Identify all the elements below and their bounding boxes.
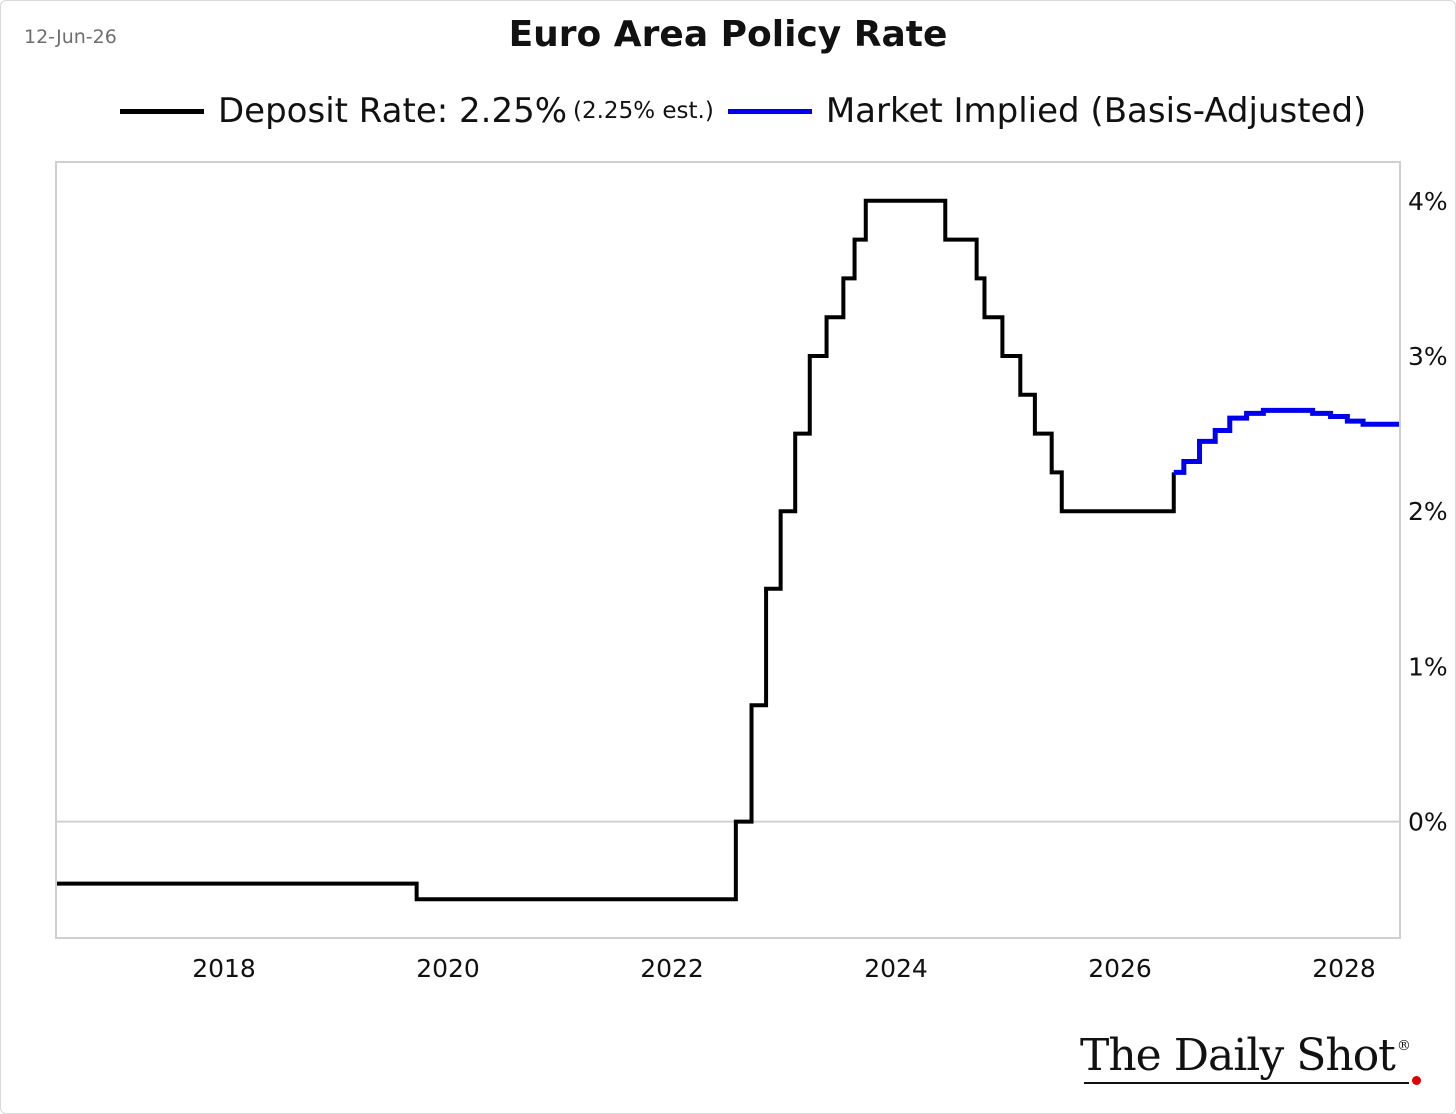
chart-title: Euro Area Policy Rate (508, 14, 948, 55)
y-tick-label: 2% (1408, 497, 1448, 526)
legend-label-market: Market Implied (Basis-Adjusted) (825, 91, 1367, 131)
y-tick-label: 1% (1408, 652, 1448, 681)
legend-sublabel-deposit: (2.25% est.) (573, 98, 714, 124)
logo: The Daily Shot ® (1080, 1030, 1421, 1085)
y-tick-label: 3% (1408, 342, 1448, 371)
x-tick-label: 2028 (1312, 954, 1376, 983)
date-label: 12-Jun-26 (24, 26, 117, 48)
logo-underline (1084, 1082, 1409, 1084)
x-tick-label: 2020 (416, 954, 480, 983)
legend-swatch-market (727, 108, 812, 114)
x-tick-label: 2026 (1088, 954, 1152, 983)
series-line-deposit-rate (56, 198, 1176, 902)
logo-registered-mark: ® (1396, 1038, 1411, 1054)
y-tick-label: 4% (1408, 187, 1448, 216)
x-tick-label: 2024 (864, 954, 928, 983)
logo-text: The Daily Shot (1080, 1030, 1396, 1081)
legend-swatch-deposit (120, 108, 204, 114)
logo-dot-icon (1412, 1076, 1421, 1085)
y-tick-label: 0% (1408, 808, 1448, 837)
legend-label-deposit: Deposit Rate: 2.25% (218, 91, 568, 131)
x-tick-label: 2022 (640, 954, 704, 983)
x-tick-label: 2018 (192, 954, 256, 983)
series-line-market-implied (1173, 407, 1400, 475)
legend: Deposit Rate: 2.25% (2.25% est.) Market … (120, 86, 1366, 136)
plot-border (55, 161, 1401, 939)
